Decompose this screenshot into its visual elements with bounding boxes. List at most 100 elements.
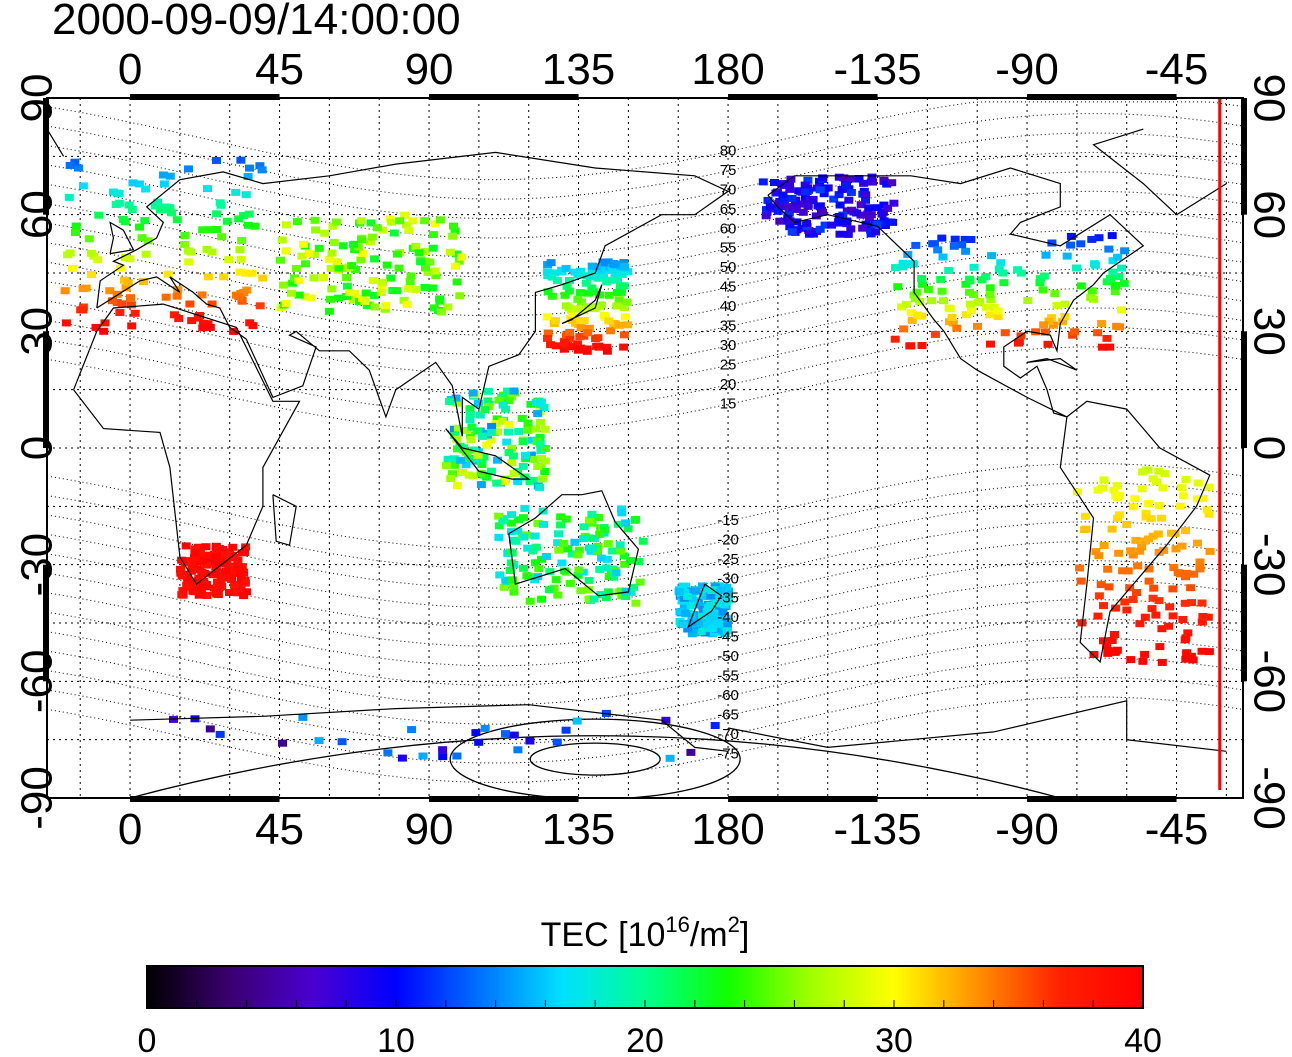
- tec-point: [214, 584, 224, 592]
- tec-point: [386, 274, 396, 282]
- tec-point: [105, 287, 115, 295]
- tec-point: [619, 552, 629, 560]
- tec-point: [202, 245, 212, 253]
- tec-point: [328, 222, 338, 230]
- tec-point: [552, 738, 562, 746]
- tec-point: [564, 287, 574, 295]
- tec-point: [435, 216, 445, 224]
- tec-point: [765, 203, 775, 211]
- tec-point: [614, 321, 624, 329]
- tec-point: [430, 220, 440, 228]
- tec-point: [821, 184, 830, 192]
- tec-point: [778, 191, 788, 199]
- tec-point: [1099, 637, 1108, 645]
- tec-point: [834, 213, 844, 220]
- tec-point: [455, 292, 465, 300]
- tec-point: [128, 179, 138, 187]
- tec-point: [864, 204, 874, 212]
- tec-point: [353, 243, 363, 251]
- tec-point: [392, 250, 402, 258]
- maglat-label: -50: [717, 648, 739, 665]
- tec-point: [589, 595, 599, 603]
- lon-tick-bottom-m45: -45: [1145, 805, 1209, 854]
- tec-point: [615, 541, 625, 549]
- lat-tick-right-m60: -60: [1245, 650, 1292, 714]
- tec-point: [479, 453, 489, 461]
- tec-point: [1149, 584, 1159, 592]
- tec-point: [608, 547, 618, 555]
- tec-point: [342, 293, 352, 300]
- tec-point: [815, 225, 825, 233]
- coastline: [47, 128, 1227, 216]
- tec-point: [180, 232, 190, 239]
- tec-point: [186, 248, 196, 256]
- tec-point: [683, 625, 693, 633]
- tec-point: [798, 208, 808, 216]
- tec-point: [797, 224, 807, 232]
- tec-point: [565, 334, 575, 342]
- tec-point: [602, 278, 612, 286]
- tec-point: [511, 537, 521, 545]
- tec-point: [595, 530, 605, 538]
- tec-point: [1204, 510, 1214, 518]
- tec-point: [804, 227, 814, 234]
- tec-point: [913, 311, 923, 319]
- tec-point: [114, 190, 124, 197]
- tec-point: [277, 236, 287, 244]
- maglat-label: 40: [720, 298, 737, 315]
- tec-point: [392, 287, 402, 295]
- tec-point: [981, 273, 991, 281]
- tec-point: [936, 275, 946, 283]
- frame-bar-top: [728, 94, 878, 100]
- tec-point: [297, 252, 307, 260]
- tec-point: [93, 256, 103, 264]
- tec-point: [376, 289, 386, 297]
- tec-point: [115, 309, 125, 316]
- tec-point: [1140, 613, 1150, 621]
- tec-point: [1168, 612, 1178, 620]
- tec-point: [184, 258, 194, 266]
- tec-point: [241, 269, 251, 277]
- tec-point: [827, 221, 836, 229]
- tec-point: [194, 591, 204, 599]
- frame-bar-left: [43, 331, 49, 448]
- tec-point: [1120, 247, 1130, 255]
- coastline: [96, 151, 730, 437]
- tec-point: [211, 588, 221, 596]
- tec-point: [611, 569, 621, 577]
- tec-point: [281, 221, 291, 229]
- tec-point: [1137, 485, 1147, 493]
- tec-point: [237, 549, 247, 557]
- tec-point: [779, 197, 789, 205]
- tec-point: [356, 256, 366, 264]
- tec-point: [629, 583, 639, 591]
- tec-point: [1132, 589, 1141, 596]
- tec-point: [414, 249, 424, 257]
- tec-point: [474, 738, 484, 746]
- tec-point: [438, 753, 448, 761]
- tec-point: [499, 583, 509, 591]
- tec-point: [509, 581, 519, 589]
- tec-point: [679, 604, 689, 612]
- tec-point: [130, 309, 140, 317]
- tec-point: [1152, 478, 1162, 486]
- tec-point: [197, 291, 207, 299]
- tec-point: [723, 592, 733, 600]
- tec-point: [473, 451, 483, 459]
- tec-point: [634, 558, 644, 565]
- magnetic-latitude-contours: [47, 101, 1243, 798]
- tec-point: [696, 628, 706, 635]
- tec-point: [1117, 306, 1126, 314]
- tec-point: [278, 739, 287, 747]
- tec-point: [325, 295, 335, 303]
- tec-point: [560, 291, 570, 299]
- tec-point: [536, 418, 545, 426]
- tec-point: [100, 319, 110, 327]
- tec-point: [1128, 503, 1138, 511]
- tec-point: [520, 473, 530, 481]
- tec-point: [1035, 279, 1045, 287]
- tec-point: [498, 401, 508, 409]
- tec-point: [952, 324, 962, 332]
- tec-point: [201, 543, 211, 551]
- tec-point: [620, 263, 630, 271]
